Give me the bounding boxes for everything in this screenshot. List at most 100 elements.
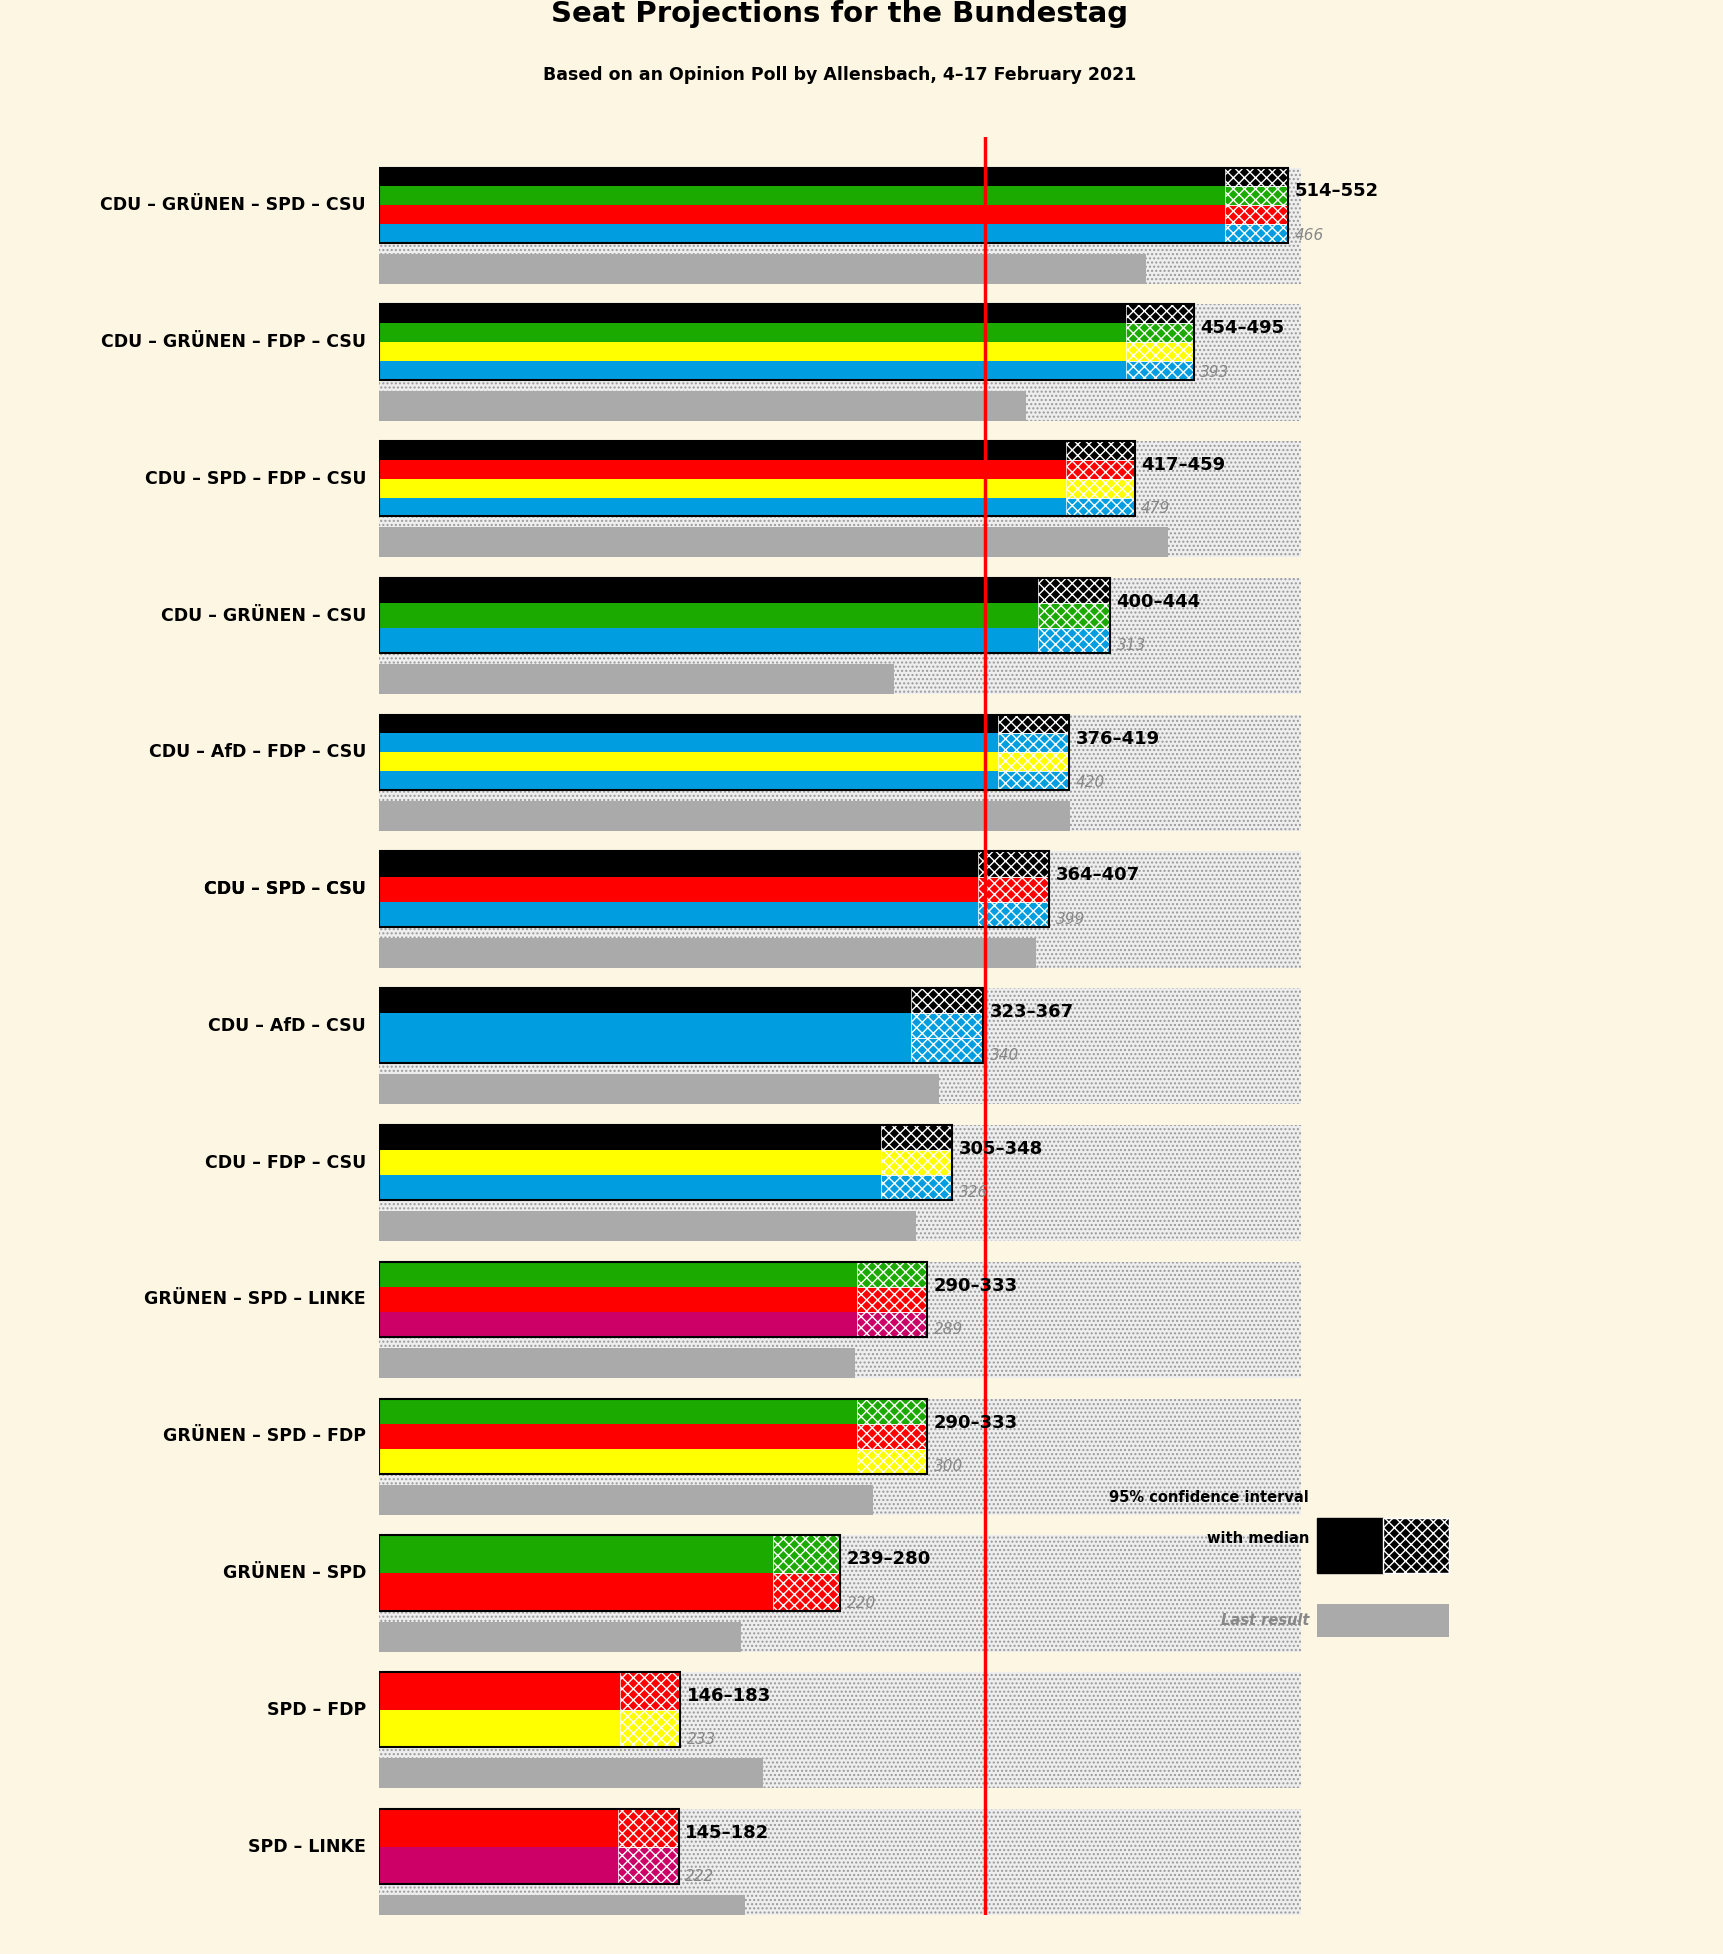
Bar: [379, 459, 1065, 479]
Text: CDU – AfD – CSU: CDU – AfD – CSU: [208, 1016, 365, 1036]
Bar: [379, 715, 998, 733]
Text: 376–419: 376–419: [1075, 729, 1160, 748]
Bar: [379, 938, 1036, 967]
Bar: [1065, 479, 1134, 498]
Bar: [379, 1399, 927, 1473]
Bar: [379, 664, 894, 694]
Bar: [379, 479, 1065, 498]
Bar: [379, 989, 982, 1063]
Text: 393: 393: [1199, 365, 1228, 379]
Bar: [379, 498, 1065, 516]
Bar: [379, 1448, 856, 1473]
Bar: [1125, 361, 1192, 379]
Bar: [379, 1536, 839, 1610]
Text: CDU – SPD – CSU: CDU – SPD – CSU: [203, 879, 365, 899]
Bar: [379, 1014, 910, 1038]
Bar: [772, 1536, 839, 1573]
Text: CDU – AfD – FDP – CSU: CDU – AfD – FDP – CSU: [148, 743, 365, 762]
Bar: [880, 1151, 951, 1174]
Bar: [379, 305, 1125, 322]
Text: 95% confidence interval: 95% confidence interval: [1108, 1491, 1308, 1505]
Bar: [379, 1262, 1301, 1378]
Text: 146–183: 146–183: [686, 1686, 770, 1706]
Bar: [379, 578, 1301, 694]
Bar: [379, 989, 1301, 1104]
Text: 233: 233: [686, 1733, 715, 1747]
Text: 400–444: 400–444: [1117, 592, 1199, 612]
Bar: [977, 901, 1048, 926]
Bar: [998, 715, 1068, 733]
Bar: [379, 578, 1037, 604]
Bar: [910, 989, 982, 1014]
Text: 326: 326: [958, 1186, 987, 1200]
Text: 466: 466: [1294, 229, 1323, 242]
Bar: [379, 1126, 951, 1200]
Text: 479: 479: [1141, 502, 1170, 516]
Bar: [1037, 578, 1110, 604]
Bar: [617, 1847, 679, 1884]
Text: 514–552: 514–552: [1294, 182, 1378, 201]
Bar: [379, 852, 1301, 967]
Text: 417–459: 417–459: [1141, 455, 1225, 475]
Bar: [379, 852, 1049, 926]
Bar: [379, 1038, 910, 1063]
Bar: [379, 305, 1301, 420]
Bar: [1037, 627, 1110, 653]
Bar: [1065, 498, 1134, 516]
Bar: [379, 989, 910, 1014]
Bar: [977, 901, 1048, 926]
Bar: [856, 1288, 927, 1311]
Bar: [379, 1673, 1301, 1788]
Bar: [379, 442, 1301, 557]
Bar: [1225, 168, 1287, 186]
Text: CDU – GRÜNEN – CSU: CDU – GRÜNEN – CSU: [160, 606, 365, 625]
Bar: [1125, 361, 1192, 379]
Text: 145–182: 145–182: [686, 1823, 768, 1843]
Bar: [379, 168, 1287, 242]
Text: Last result: Last result: [1220, 1614, 1308, 1628]
Bar: [379, 1262, 927, 1337]
Bar: [379, 1573, 772, 1610]
Bar: [379, 168, 1301, 283]
Bar: [856, 1399, 927, 1424]
Bar: [619, 1710, 681, 1747]
Bar: [1225, 186, 1287, 205]
Bar: [856, 1448, 927, 1473]
Text: 399: 399: [1054, 913, 1084, 926]
Bar: [379, 361, 1125, 379]
Bar: [856, 1311, 927, 1337]
Text: SPD – LINKE: SPD – LINKE: [248, 1837, 365, 1856]
Bar: [379, 1622, 741, 1651]
Bar: [977, 877, 1048, 901]
Bar: [379, 1174, 880, 1200]
Bar: [1125, 342, 1192, 361]
Bar: [379, 1126, 1301, 1241]
Bar: [856, 1262, 927, 1288]
Bar: [379, 1311, 856, 1337]
Bar: [1125, 322, 1192, 342]
Bar: [998, 715, 1068, 733]
Bar: [1065, 459, 1134, 479]
Bar: [379, 1399, 1301, 1514]
Bar: [1225, 186, 1287, 205]
Bar: [379, 1809, 1301, 1925]
Bar: [379, 801, 1070, 830]
Bar: [379, 391, 1025, 420]
Bar: [379, 342, 1125, 361]
Bar: [856, 1262, 927, 1288]
Bar: [856, 1424, 927, 1448]
Bar: [379, 1673, 1301, 1788]
Bar: [1065, 442, 1134, 459]
Bar: [1065, 442, 1134, 459]
Bar: [379, 715, 1068, 789]
Bar: [856, 1288, 927, 1311]
Bar: [379, 733, 998, 752]
Text: CDU – SPD – FDP – CSU: CDU – SPD – FDP – CSU: [145, 469, 365, 488]
Bar: [1225, 225, 1287, 242]
Bar: [910, 989, 982, 1014]
Bar: [379, 715, 1301, 830]
Bar: [617, 1847, 679, 1884]
Text: GRÜNEN – SPD – LINKE: GRÜNEN – SPD – LINKE: [145, 1290, 365, 1309]
Bar: [998, 733, 1068, 752]
Text: 420: 420: [1075, 776, 1104, 789]
